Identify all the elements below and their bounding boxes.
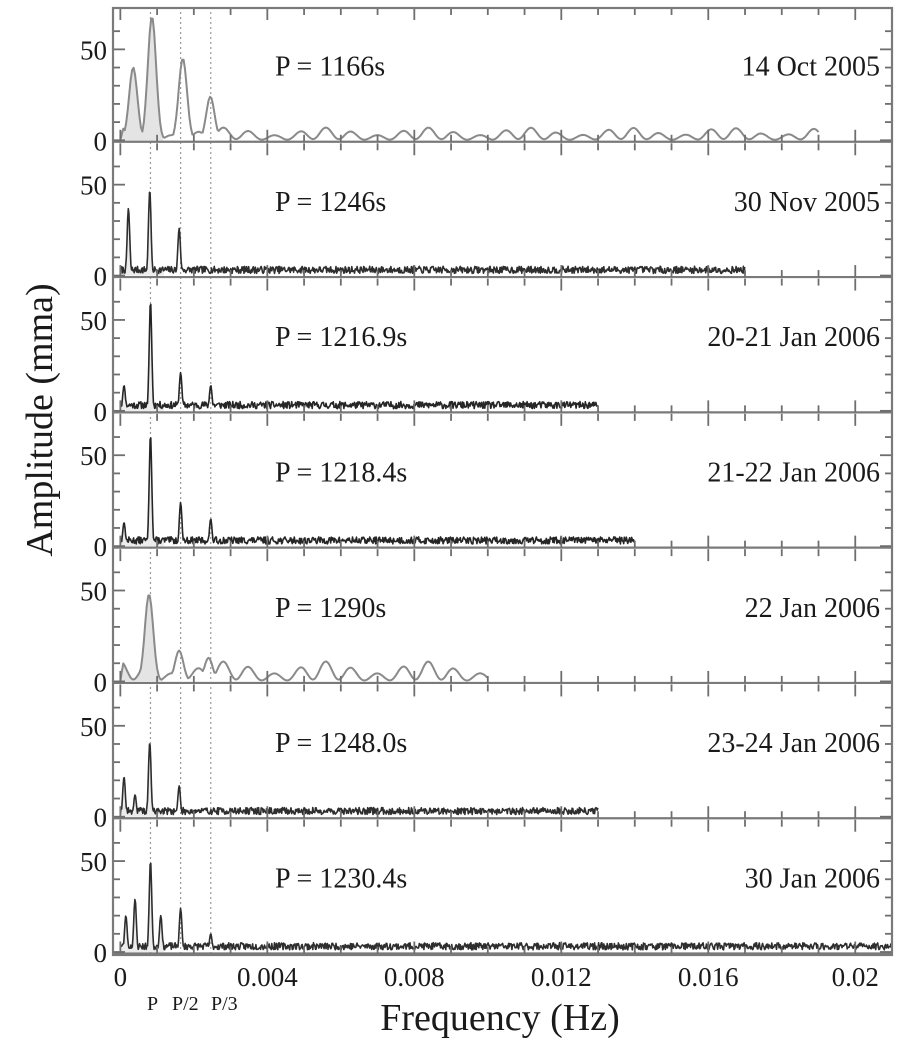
date-label: 22 Jan 2006 (745, 593, 880, 624)
x-tick-label: 0.02 (832, 962, 879, 992)
spectrum-line-3 (119, 437, 636, 545)
period-label: P = 1216.9s (275, 322, 407, 353)
y-tick-label: 50 (80, 847, 107, 877)
x-tick-label: 0 (114, 962, 128, 992)
spectrum-line-2 (119, 303, 599, 410)
spectrum-shade-3 (120, 438, 164, 547)
date-label: 20-21 Jan 2006 (707, 322, 880, 353)
spectrum-line-0 (119, 17, 820, 141)
spectrum-line-4 (119, 594, 489, 682)
period-label: P = 1248.0s (275, 728, 407, 759)
y-axis-label: Amplitude (mma) (19, 283, 61, 556)
y-tick-label: 0 (94, 667, 108, 697)
y-tick-label: 50 (80, 577, 107, 607)
y-tick-label: 0 (94, 126, 108, 156)
marker-label: P/2 (172, 993, 199, 1015)
x-tick-label: 0.016 (678, 962, 739, 992)
marker-label: P (147, 993, 158, 1015)
axes: 0 0.004 0.008 0.012 0.016 0.02 P P/2 P/3 (111, 6, 894, 1015)
date-label: 14 Oct 2005 (742, 52, 880, 83)
spectrum-shade-6 (120, 863, 164, 952)
period-label: P = 1218.4s (275, 458, 407, 489)
spectrum-shade-4 (120, 595, 163, 682)
period-label: P = 1246s (275, 187, 386, 218)
panel-4: 0 50 P = 1290s 22 Jan 2006 (80, 549, 892, 697)
y-tick-label: 50 (80, 171, 107, 201)
date-label: 30 Jan 2006 (745, 863, 880, 894)
date-label: 30 Nov 2005 (734, 187, 880, 218)
y-tick-label: 0 (94, 397, 108, 427)
x-tick-label: 0.012 (531, 962, 592, 992)
y-tick-label: 50 (80, 35, 107, 65)
spectrum-shade-5 (120, 744, 164, 817)
marker-label: P/3 (211, 993, 238, 1015)
y-tick-label: 0 (94, 532, 108, 562)
y-tick-label: 50 (80, 306, 107, 336)
spectrum-line-1 (119, 191, 746, 275)
date-label: 23-24 Jan 2006 (707, 728, 880, 759)
spectrum-shade-0 (120, 18, 163, 141)
y-tick-label: 0 (94, 262, 108, 292)
spectrum-line-6 (119, 862, 893, 951)
x-tick-label: 0.008 (384, 962, 445, 992)
spectrum-line-5 (119, 743, 599, 816)
y-tick-label: 50 (80, 441, 107, 471)
panels: 0 50 P = 1166s 14 Oct 2005 0 50 P = 1246s 30 No… (80, 8, 893, 968)
period-label: P = 1290s (275, 593, 386, 624)
panel-3: 0 50 P = 1218.4s 21-22 Jan 2006 (80, 413, 892, 562)
plot-frame (111, 6, 894, 957)
panel-2: 0 50 P = 1216.9s 20-21 Jan 2006 (80, 278, 892, 427)
period-label: P = 1166s (275, 52, 385, 83)
panel-1: 0 50 P = 1246s 30 Nov 2005 (80, 143, 892, 292)
y-tick-label: 0 (94, 938, 108, 968)
x-tick-label: 0.004 (237, 962, 298, 992)
x-axis-label: Frequency (Hz) (380, 997, 620, 1039)
period-label: P = 1230.4s (275, 863, 407, 894)
y-tick-label: 50 (80, 712, 107, 742)
y-tick-label: 0 (94, 803, 108, 833)
panel-6: 0 50 P = 1230.4s 30 Jan 2006 (80, 819, 893, 968)
spectrum-shade-2 (120, 304, 164, 411)
panel-0: 0 50 P = 1166s 14 Oct 2005 (80, 8, 892, 156)
date-label: 21-22 Jan 2006 (707, 458, 880, 489)
panel-5: 0 50 P = 1248.0s 23-24 Jan 2006 (80, 684, 892, 833)
